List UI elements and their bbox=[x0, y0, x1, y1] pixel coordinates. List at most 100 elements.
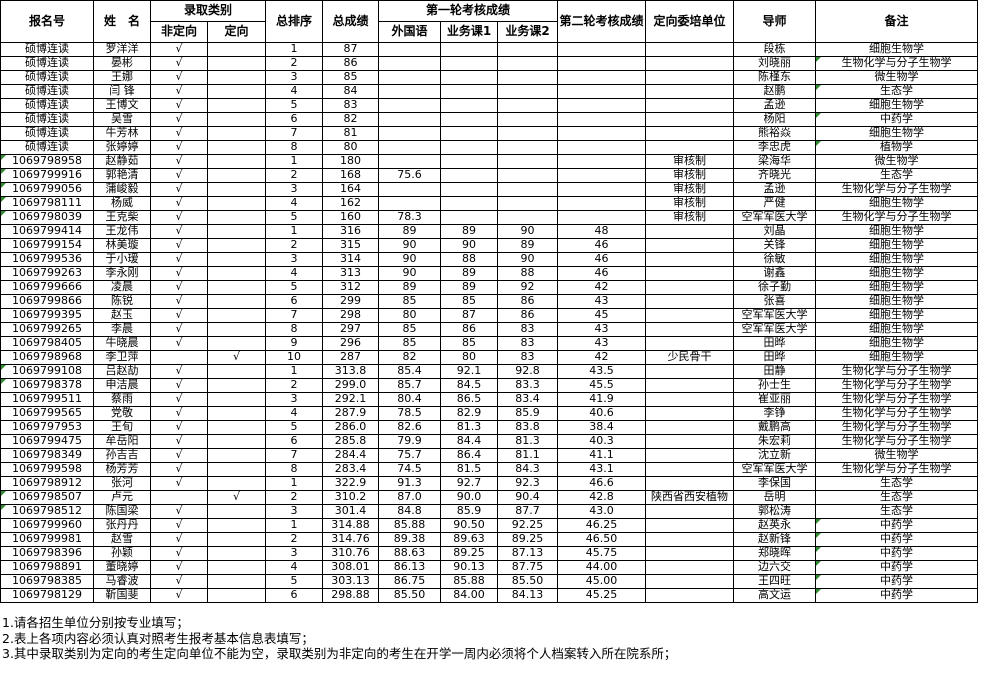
cell-name[interactable]: 张丹丹 bbox=[93, 518, 151, 533]
cell-reg[interactable]: 1069799108 bbox=[0, 364, 94, 379]
cell-supervisor[interactable]: 王四旺 bbox=[733, 574, 816, 589]
cell-supervisor[interactable]: 杨阳 bbox=[733, 112, 816, 127]
cell-unit[interactable] bbox=[645, 546, 734, 561]
cell-rank[interactable]: 1 bbox=[265, 154, 323, 169]
cell-course2[interactable] bbox=[497, 182, 558, 197]
cell-round2[interactable] bbox=[557, 56, 646, 71]
cell-dir[interactable] bbox=[207, 476, 266, 491]
cell-unit[interactable]: 审核制 bbox=[645, 196, 734, 211]
cell-foreign[interactable]: 85.50 bbox=[378, 588, 441, 603]
cell-unit[interactable] bbox=[645, 392, 734, 407]
cell-dir[interactable] bbox=[207, 182, 266, 197]
cell-remark[interactable]: 细胞生物学 bbox=[815, 224, 978, 239]
cell-unit[interactable] bbox=[645, 98, 734, 113]
cell-foreign[interactable]: 78.3 bbox=[378, 210, 441, 225]
cell-course1[interactable]: 85 bbox=[440, 336, 498, 351]
cell-nondir[interactable]: √ bbox=[150, 252, 208, 267]
cell-round2[interactable] bbox=[557, 70, 646, 85]
cell-rank[interactable]: 3 bbox=[265, 504, 323, 519]
cell-unit[interactable] bbox=[645, 140, 734, 155]
cell-remark[interactable]: 中药学 bbox=[815, 560, 978, 575]
header-unit[interactable]: 定向委培单位 bbox=[645, 0, 734, 43]
cell-foreign[interactable]: 89.38 bbox=[378, 532, 441, 547]
header-total[interactable]: 总成绩 bbox=[322, 0, 379, 43]
cell-course1[interactable]: 86.5 bbox=[440, 392, 498, 407]
cell-supervisor[interactable]: 刘晓丽 bbox=[733, 56, 816, 71]
cell-total[interactable]: 314.76 bbox=[322, 532, 379, 547]
cell-rank[interactable]: 3 bbox=[265, 392, 323, 407]
header-reg[interactable]: 报名号 bbox=[0, 0, 94, 43]
header-remark[interactable]: 备注 bbox=[815, 0, 978, 43]
cell-round2[interactable]: 45.00 bbox=[557, 574, 646, 589]
cell-name[interactable]: 王旬 bbox=[93, 420, 151, 435]
cell-course1[interactable]: 85.88 bbox=[440, 574, 498, 589]
cell-total[interactable]: 292.1 bbox=[322, 392, 379, 407]
cell-dir[interactable] bbox=[207, 336, 266, 351]
cell-round2[interactable]: 45.75 bbox=[557, 546, 646, 561]
cell-supervisor[interactable]: 孙士生 bbox=[733, 378, 816, 393]
cell-course2[interactable]: 88 bbox=[497, 266, 558, 281]
cell-foreign[interactable]: 85 bbox=[378, 336, 441, 351]
cell-foreign[interactable]: 89 bbox=[378, 280, 441, 295]
cell-course1[interactable]: 89 bbox=[440, 280, 498, 295]
cell-unit[interactable] bbox=[645, 266, 734, 281]
cell-course2[interactable] bbox=[497, 210, 558, 225]
cell-supervisor[interactable]: 孟逊 bbox=[733, 182, 816, 197]
cell-foreign[interactable]: 82 bbox=[378, 350, 441, 365]
cell-course2[interactable]: 87.13 bbox=[497, 546, 558, 561]
cell-round2[interactable]: 42 bbox=[557, 350, 646, 365]
cell-name[interactable]: 赵雪 bbox=[93, 532, 151, 547]
cell-supervisor[interactable]: 空军军医大学 bbox=[733, 210, 816, 225]
cell-round2[interactable]: 40.6 bbox=[557, 406, 646, 421]
cell-name[interactable]: 凌晨 bbox=[93, 280, 151, 295]
cell-foreign[interactable]: 84.8 bbox=[378, 504, 441, 519]
cell-dir[interactable] bbox=[207, 266, 266, 281]
cell-total[interactable]: 299 bbox=[322, 294, 379, 309]
cell-course2[interactable]: 83.4 bbox=[497, 392, 558, 407]
cell-unit[interactable] bbox=[645, 476, 734, 491]
cell-course2[interactable]: 83.3 bbox=[497, 378, 558, 393]
cell-rank[interactable]: 4 bbox=[265, 84, 323, 99]
cell-total[interactable]: 285.8 bbox=[322, 434, 379, 449]
cell-course1[interactable]: 92.7 bbox=[440, 476, 498, 491]
cell-name[interactable]: 吕赵劼 bbox=[93, 364, 151, 379]
cell-course2[interactable] bbox=[497, 196, 558, 211]
cell-total[interactable]: 83 bbox=[322, 98, 379, 113]
cell-course1[interactable] bbox=[440, 140, 498, 155]
cell-remark[interactable]: 生态学 bbox=[815, 490, 978, 505]
cell-nondir[interactable]: √ bbox=[150, 532, 208, 547]
cell-dir[interactable] bbox=[207, 532, 266, 547]
cell-course1[interactable] bbox=[440, 126, 498, 141]
cell-unit[interactable] bbox=[645, 420, 734, 435]
cell-remark[interactable]: 生物化学与分子生物学 bbox=[815, 392, 978, 407]
cell-reg[interactable]: 硕博连读 bbox=[0, 98, 94, 113]
cell-course1[interactable]: 89.25 bbox=[440, 546, 498, 561]
cell-nondir[interactable]: √ bbox=[150, 154, 208, 169]
cell-course2[interactable]: 87.75 bbox=[497, 560, 558, 575]
cell-total[interactable]: 313 bbox=[322, 266, 379, 281]
cell-round2[interactable] bbox=[557, 126, 646, 141]
cell-nondir[interactable]: √ bbox=[150, 560, 208, 575]
cell-course1[interactable] bbox=[440, 154, 498, 169]
cell-foreign[interactable]: 74.5 bbox=[378, 462, 441, 477]
cell-rank[interactable]: 8 bbox=[265, 140, 323, 155]
cell-round2[interactable]: 44.00 bbox=[557, 560, 646, 575]
cell-remark[interactable]: 细胞生物学 bbox=[815, 42, 978, 57]
cell-round2[interactable]: 46 bbox=[557, 252, 646, 267]
cell-name[interactable]: 牛芳林 bbox=[93, 126, 151, 141]
cell-supervisor[interactable]: 张喜 bbox=[733, 294, 816, 309]
cell-rank[interactable]: 7 bbox=[265, 126, 323, 141]
cell-reg[interactable]: 1069799395 bbox=[0, 308, 94, 323]
cell-name[interactable]: 王娜 bbox=[93, 70, 151, 85]
cell-course1[interactable]: 84.00 bbox=[440, 588, 498, 603]
cell-course1[interactable] bbox=[440, 42, 498, 57]
cell-supervisor[interactable]: 朱宏莉 bbox=[733, 434, 816, 449]
header-admission-category[interactable]: 录取类别 bbox=[150, 0, 266, 22]
cell-course2[interactable] bbox=[497, 168, 558, 183]
cell-course1[interactable]: 90 bbox=[440, 238, 498, 253]
cell-reg[interactable]: 硕博连读 bbox=[0, 70, 94, 85]
cell-reg[interactable]: 1069799056 bbox=[0, 182, 94, 197]
cell-round2[interactable] bbox=[557, 42, 646, 57]
cell-nondir[interactable]: √ bbox=[150, 70, 208, 85]
cell-nondir[interactable]: √ bbox=[150, 336, 208, 351]
